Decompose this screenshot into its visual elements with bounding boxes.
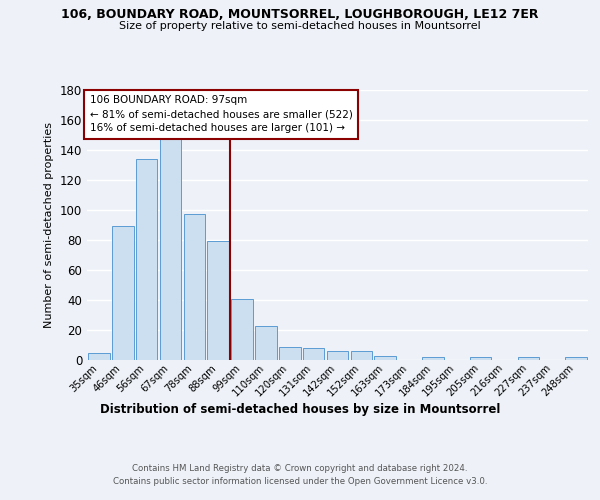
Text: Contains HM Land Registry data © Crown copyright and database right 2024.: Contains HM Land Registry data © Crown c…	[132, 464, 468, 473]
Bar	[422, 357, 443, 360]
Bar	[184, 214, 205, 360]
Bar	[518, 357, 539, 360]
Text: Distribution of semi-detached houses by size in Mountsorrel: Distribution of semi-detached houses by …	[100, 402, 500, 415]
Bar	[232, 298, 253, 360]
Bar	[470, 357, 491, 360]
Bar	[374, 356, 396, 360]
Text: Size of property relative to semi-detached houses in Mountsorrel: Size of property relative to semi-detach…	[119, 21, 481, 31]
Bar	[160, 140, 181, 360]
Bar	[136, 159, 157, 360]
Bar	[279, 346, 301, 360]
Bar	[327, 351, 348, 360]
Bar	[255, 326, 277, 360]
Text: Contains public sector information licensed under the Open Government Licence v3: Contains public sector information licen…	[113, 477, 487, 486]
Text: 106 BOUNDARY ROAD: 97sqm
← 81% of semi-detached houses are smaller (522)
16% of : 106 BOUNDARY ROAD: 97sqm ← 81% of semi-d…	[89, 96, 352, 134]
Bar	[565, 357, 587, 360]
Bar	[88, 352, 110, 360]
Y-axis label: Number of semi-detached properties: Number of semi-detached properties	[44, 122, 54, 328]
Bar	[303, 348, 325, 360]
Bar	[208, 242, 229, 360]
Text: 106, BOUNDARY ROAD, MOUNTSORREL, LOUGHBOROUGH, LE12 7ER: 106, BOUNDARY ROAD, MOUNTSORREL, LOUGHBO…	[61, 8, 539, 20]
Bar	[350, 351, 372, 360]
Bar	[112, 226, 134, 360]
